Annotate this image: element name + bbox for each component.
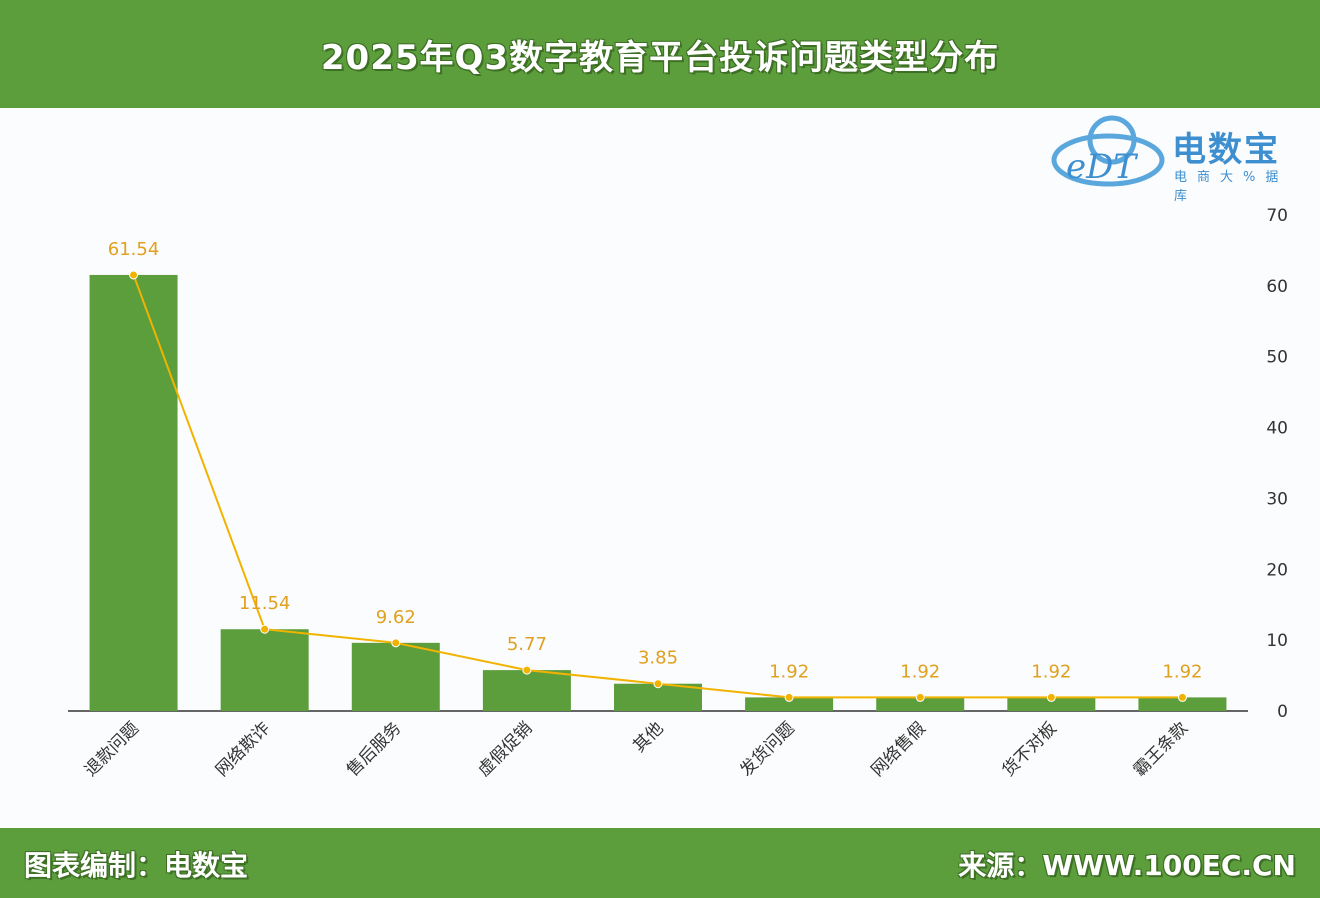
data-label: 1.92 xyxy=(1162,661,1202,682)
bar xyxy=(1138,697,1227,711)
data-label: 61.54 xyxy=(108,239,160,260)
x-tick-label: 其他 xyxy=(629,718,667,756)
footer-source: 来源：WWW.100EC.CN xyxy=(958,849,1296,882)
y-tick-label: 40 xyxy=(1266,419,1288,439)
x-tick-label: 售后服务 xyxy=(343,718,405,780)
brand-logo: eDT 电数宝 电商大%据库 xyxy=(1050,112,1310,204)
logo-mark: eDT xyxy=(1066,147,1138,187)
footer-credit: 图表编制：电数宝 xyxy=(24,849,249,882)
trend-point xyxy=(653,679,663,689)
trend-point xyxy=(1177,692,1187,702)
x-tick-label: 货不对板 xyxy=(999,718,1061,780)
x-tick-label: 发货问题 xyxy=(736,718,798,780)
y-tick-label: 20 xyxy=(1266,560,1288,580)
trend-point xyxy=(391,638,401,648)
x-tick-label: 网络售假 xyxy=(868,718,930,780)
data-label: 1.92 xyxy=(1031,661,1071,682)
logo-subtitle: 电商大%据库 xyxy=(1174,170,1289,204)
trend-point xyxy=(784,692,794,702)
logo-brand: 电数宝 xyxy=(1172,130,1280,170)
data-label: 1.92 xyxy=(900,661,940,682)
bar xyxy=(876,697,965,711)
data-label: 9.62 xyxy=(376,607,416,628)
y-tick-label: 60 xyxy=(1266,277,1288,297)
title-band: 2025年Q3数字教育平台投诉问题类型分布 xyxy=(0,0,1320,108)
x-tick-label: 退款问题 xyxy=(81,718,143,780)
x-tick-label: 霸王条款 xyxy=(1130,718,1192,780)
data-label: 11.54 xyxy=(239,593,291,614)
y-tick-label: 50 xyxy=(1266,348,1288,368)
cloud-logo-icon: eDT xyxy=(1051,115,1165,187)
x-tick-label: 虚假促销 xyxy=(474,718,536,780)
data-label: 1.92 xyxy=(769,661,809,682)
bar xyxy=(482,670,571,711)
trend-point xyxy=(915,692,925,702)
footer-band: 图表编制：电数宝 来源：WWW.100EC.CN xyxy=(0,828,1320,898)
x-tick-label: 网络欺诈 xyxy=(212,718,274,780)
y-tick-label: 0 xyxy=(1277,702,1288,722)
y-tick-label: 30 xyxy=(1266,489,1288,509)
trend-point xyxy=(522,665,532,675)
bar xyxy=(745,697,834,711)
y-tick-label: 10 xyxy=(1266,631,1288,651)
bar xyxy=(614,683,702,711)
bar xyxy=(1007,697,1096,711)
bar xyxy=(220,629,309,711)
y-tick-label: 70 xyxy=(1266,206,1288,226)
data-label: 3.85 xyxy=(638,648,678,669)
trend-point xyxy=(1046,692,1056,702)
chart-title: 2025年Q3数字教育平台投诉问题类型分布 xyxy=(320,37,1000,78)
data-label: 5.77 xyxy=(507,634,547,655)
trend-point xyxy=(129,270,139,280)
trend-point xyxy=(260,624,270,634)
bar xyxy=(351,642,440,711)
bar xyxy=(89,274,178,711)
